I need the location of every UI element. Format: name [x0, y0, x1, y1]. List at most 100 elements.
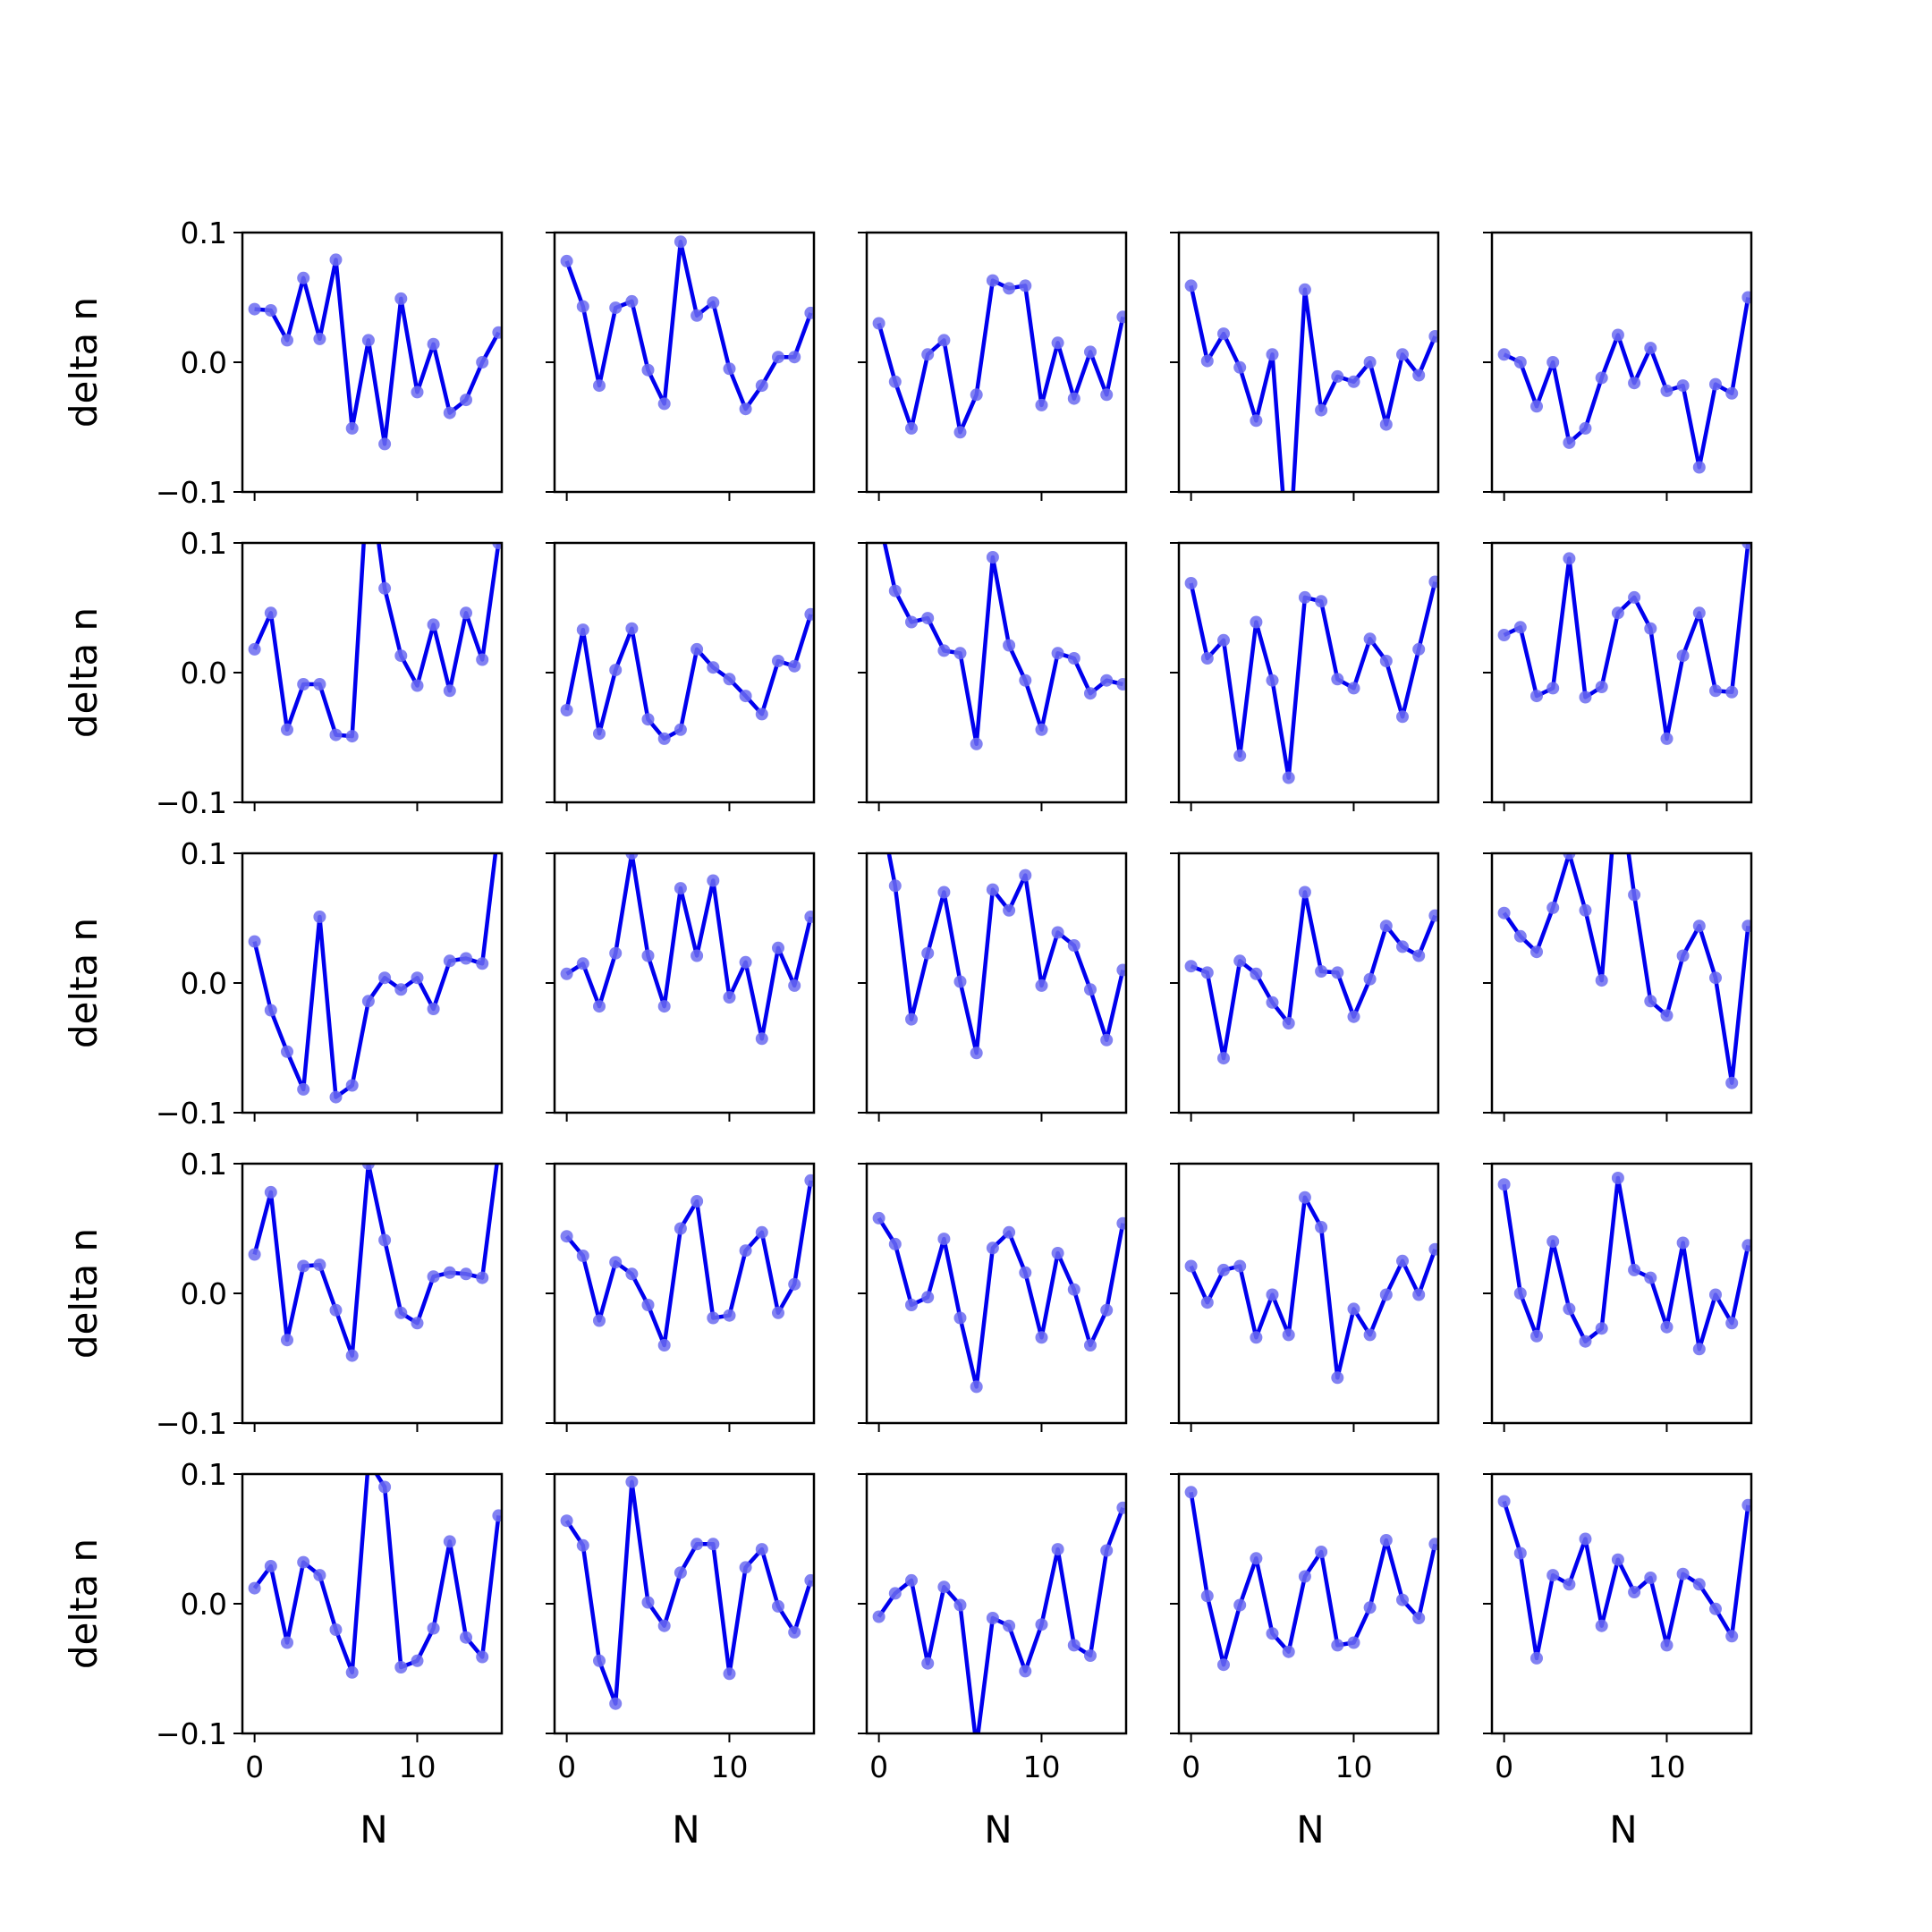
- data-point: [443, 684, 456, 698]
- y-tick-label: 0.1: [181, 836, 227, 871]
- data-point: [1200, 966, 1214, 979]
- data-point: [361, 995, 375, 1008]
- y-tick-label: 0.1: [181, 216, 227, 250]
- data-point: [986, 551, 999, 564]
- data-point: [560, 254, 573, 267]
- x-tick-label: 0: [557, 1750, 576, 1784]
- data-point: [657, 1000, 671, 1013]
- data-point: [1396, 710, 1409, 724]
- data-point: [888, 584, 902, 597]
- data-point: [723, 673, 736, 686]
- data-point: [1709, 1288, 1722, 1301]
- data-point: [986, 1612, 999, 1624]
- series-group: [1184, 279, 1438, 576]
- data-point: [755, 1225, 768, 1239]
- data-point: [970, 1741, 983, 1753]
- data-point: [937, 1233, 951, 1246]
- subplot-2-5: [1483, 541, 1753, 811]
- data-point: [905, 615, 918, 629]
- data-point: [921, 348, 935, 361]
- data-point: [378, 581, 392, 595]
- data-point: [1283, 564, 1295, 576]
- data-point: [378, 971, 392, 985]
- data-point: [297, 1555, 310, 1569]
- data-point: [1741, 1498, 1751, 1512]
- data-point: [888, 375, 902, 388]
- data-point: [970, 1380, 983, 1394]
- data-point: [625, 294, 639, 308]
- data-point: [788, 659, 801, 673]
- data-point: [788, 351, 801, 364]
- data-point: [674, 1566, 687, 1580]
- data-point: [707, 1311, 720, 1325]
- data-point: [1563, 1578, 1576, 1591]
- series-group: [248, 543, 502, 743]
- data-point: [378, 1480, 392, 1494]
- data-point: [1628, 1586, 1641, 1598]
- data-point: [1084, 1339, 1097, 1352]
- subplot-1-2: [546, 231, 816, 501]
- data-point: [1579, 691, 1592, 704]
- axes-frame: [865, 1162, 1128, 1425]
- data-point: [329, 1623, 343, 1636]
- data-point: [674, 882, 687, 895]
- data-point: [1595, 371, 1608, 385]
- data-point: [443, 1535, 456, 1548]
- data-point: [641, 1596, 655, 1609]
- series-group: [1497, 543, 1751, 745]
- data-point: [345, 1349, 359, 1362]
- data-point: [1347, 1302, 1360, 1316]
- data-point: [1709, 377, 1722, 391]
- data-point: [1019, 1266, 1032, 1279]
- data-point: [1363, 972, 1377, 986]
- data-point: [1347, 682, 1360, 695]
- data-point: [248, 302, 261, 316]
- data-point: [1644, 1271, 1657, 1284]
- series-line: [565, 853, 813, 1041]
- data-point: [723, 362, 736, 376]
- series-group: [872, 1211, 1126, 1394]
- data-point: [1019, 869, 1032, 882]
- series-group: [560, 235, 814, 416]
- series-line: [886, 853, 1125, 1055]
- data-point: [1611, 1172, 1624, 1184]
- subplot-4-1: −0.1 0.0 0.1 delta n: [62, 1147, 504, 1441]
- series-line: [1189, 580, 1437, 780]
- data-point: [576, 1538, 589, 1552]
- data-point: [411, 386, 424, 399]
- data-point: [460, 394, 472, 407]
- data-point: [1184, 279, 1198, 292]
- data-point: [560, 967, 573, 980]
- data-point: [1315, 403, 1328, 417]
- data-point: [1084, 1649, 1097, 1662]
- data-point: [1331, 1639, 1344, 1652]
- data-point: [1676, 1567, 1690, 1580]
- data-point: [804, 1573, 814, 1587]
- data-point: [492, 326, 502, 339]
- data-point: [657, 732, 671, 745]
- data-point: [1563, 853, 1576, 860]
- data-point: [394, 1661, 408, 1674]
- series-group: [1184, 1486, 1438, 1672]
- subplot-3-4: [1170, 852, 1440, 1122]
- data-point: [378, 437, 392, 451]
- data-point: [1563, 1302, 1576, 1316]
- data-point: [937, 886, 951, 899]
- series-group: [872, 274, 1126, 439]
- data-point: [1250, 615, 1263, 629]
- subplot-1-3: [858, 231, 1128, 501]
- data-point: [1003, 639, 1016, 652]
- axes-frame: [1490, 231, 1753, 494]
- axes-frame: [1177, 541, 1440, 804]
- x-tick-label: 0: [869, 1750, 888, 1784]
- y-axis-label: delta n: [62, 918, 106, 1048]
- data-point: [707, 1538, 720, 1551]
- data-point: [739, 955, 752, 969]
- data-point: [1660, 1009, 1674, 1022]
- data-point: [1266, 1288, 1279, 1301]
- series-line: [1502, 1500, 1750, 1661]
- data-point: [281, 1636, 293, 1649]
- data-point: [953, 1311, 967, 1325]
- data-point: [1628, 888, 1641, 902]
- data-point: [1084, 983, 1097, 996]
